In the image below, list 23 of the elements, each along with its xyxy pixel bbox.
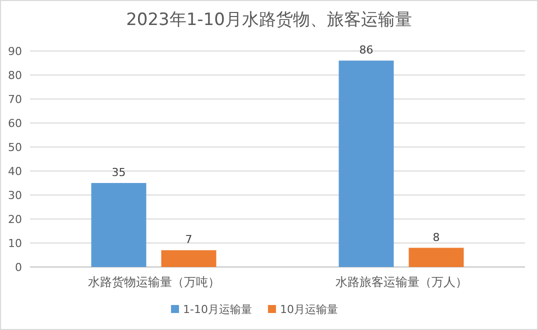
y-tick-label: 20 [8, 213, 22, 226]
x-tick-label: 水路旅客运输量（万人） [335, 275, 468, 289]
y-tick-label: 90 [8, 45, 22, 58]
bar [408, 248, 464, 267]
y-tick-label: 70 [8, 93, 22, 106]
data-label: 8 [432, 230, 440, 244]
data-label: 7 [185, 233, 192, 246]
bar [161, 250, 216, 267]
legend-label: 1-10月运输量 [183, 303, 252, 316]
bar [338, 60, 394, 267]
x-tick-label: 水路货物运输量（万吨） [88, 275, 220, 289]
data-label: 35 [112, 166, 126, 179]
y-tick-label: 60 [8, 117, 22, 130]
y-tick-label: 30 [8, 189, 22, 202]
y-tick-label: 0 [15, 261, 22, 274]
bar [91, 183, 146, 267]
data-label: 86 [359, 44, 374, 57]
y-tick-label: 80 [8, 69, 22, 82]
chart-title: 2023年1-10月水路货物、旅客运输量 [126, 10, 412, 30]
y-tick-label: 10 [8, 237, 22, 250]
y-tick-label: 40 [8, 165, 22, 178]
y-tick-label: 50 [8, 141, 22, 154]
legend-label: 10月运输量 [280, 303, 338, 316]
